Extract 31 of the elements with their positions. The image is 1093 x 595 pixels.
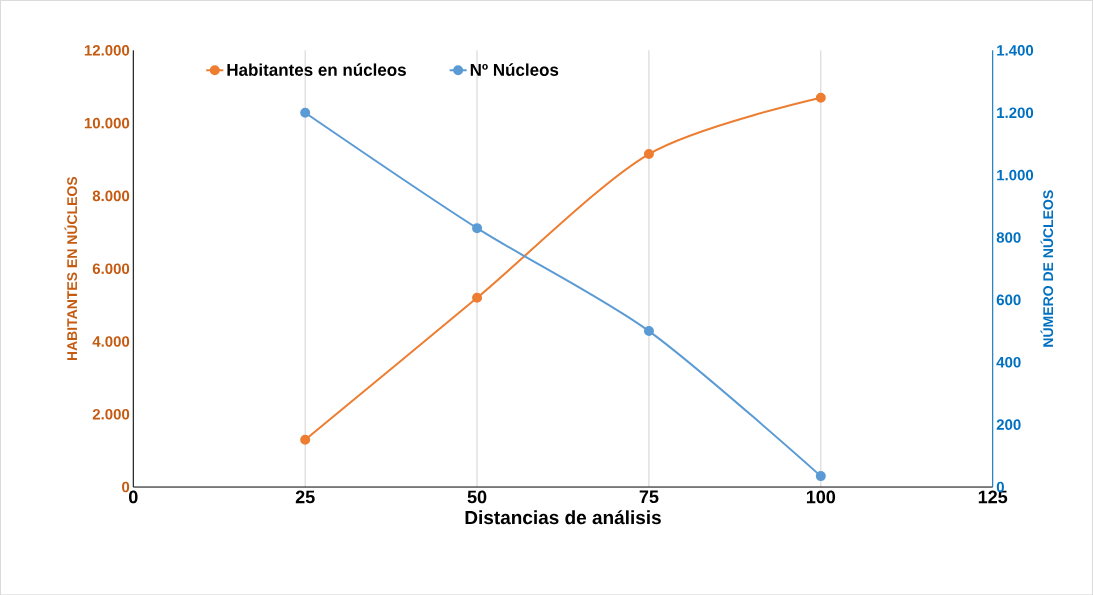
point [300,107,311,118]
point [472,292,483,303]
point [472,222,483,233]
y-axis-title: HABITANTES EN NÚCLEOS [64,176,78,360]
y2-tick-label: 1.400 [997,44,1034,56]
legend-label: Nº Núcleos [470,63,559,76]
point [815,92,826,103]
x-tick-label: 50 [467,490,487,504]
x-tick-label: 25 [295,490,315,504]
legend-label: Habitantes en núcleos [227,63,406,76]
y-tick-label: 0 [122,481,130,493]
point [643,148,654,159]
y-tick-label: 8.000 [92,190,130,202]
point [300,434,311,445]
y2-tick-label: 800 [996,232,1021,243]
point [815,470,826,481]
y2-tick-label: 1.200 [997,107,1034,118]
x-axis-title: Distancias de análisis [465,510,661,525]
x-tick-label: 75 [639,490,659,503]
y-tick-label: 2.000 [92,408,130,420]
y2-tick-label: 400 [996,356,1021,368]
y2-tick-label: 600 [996,294,1021,306]
y-tick-label: 6.000 [92,263,130,274]
y2-axis-title: NÚMERO DE NÚCLEOS [1040,190,1054,347]
point [643,325,654,336]
y-tick-label: 4.000 [92,335,130,347]
x-tick-label: 100 [806,490,836,504]
y-tick-label: 10.000 [84,117,130,129]
y2-tick-label: 200 [996,419,1021,430]
y2-tick-label: 1.000 [997,169,1034,181]
y-tick-label: 12.000 [84,44,130,56]
